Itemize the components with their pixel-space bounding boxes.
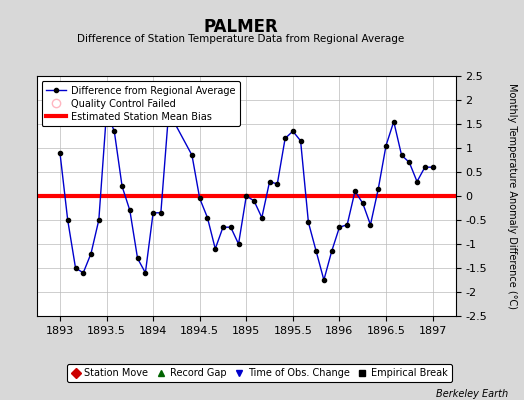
Difference from Regional Average bbox=[422, 165, 428, 170]
Difference from Regional Average bbox=[329, 249, 335, 254]
Difference from Regional Average bbox=[96, 218, 102, 222]
Difference from Regional Average bbox=[313, 249, 319, 254]
Difference from Regional Average bbox=[290, 129, 296, 134]
Difference from Regional Average bbox=[135, 256, 141, 261]
Difference from Regional Average bbox=[57, 150, 63, 155]
Difference from Regional Average bbox=[282, 136, 288, 141]
Difference from Regional Average bbox=[321, 278, 327, 282]
Difference from Regional Average bbox=[359, 201, 366, 206]
Difference from Regional Average bbox=[298, 138, 304, 143]
Legend: Station Move, Record Gap, Time of Obs. Change, Empirical Break: Station Move, Record Gap, Time of Obs. C… bbox=[67, 364, 452, 382]
Difference from Regional Average bbox=[119, 184, 125, 189]
Difference from Regional Average bbox=[196, 196, 203, 201]
Difference from Regional Average bbox=[414, 179, 420, 184]
Difference from Regional Average bbox=[111, 129, 117, 134]
Difference from Regional Average bbox=[212, 246, 219, 251]
Difference from Regional Average bbox=[406, 160, 412, 165]
Difference from Regional Average bbox=[266, 179, 272, 184]
Difference from Regional Average bbox=[220, 225, 226, 230]
Difference from Regional Average bbox=[259, 215, 265, 220]
Difference from Regional Average bbox=[383, 143, 389, 148]
Difference from Regional Average bbox=[64, 218, 71, 222]
Line: Difference from Regional Average: Difference from Regional Average bbox=[58, 110, 435, 282]
Difference from Regional Average bbox=[158, 210, 164, 215]
Y-axis label: Monthly Temperature Anomaly Difference (°C): Monthly Temperature Anomaly Difference (… bbox=[507, 83, 517, 309]
Difference from Regional Average bbox=[88, 251, 94, 256]
Difference from Regional Average bbox=[398, 153, 405, 158]
Difference from Regional Average bbox=[127, 208, 133, 213]
Difference from Regional Average bbox=[243, 194, 249, 198]
Difference from Regional Average bbox=[166, 110, 172, 114]
Difference from Regional Average bbox=[336, 225, 343, 230]
Difference from Regional Average bbox=[80, 270, 86, 275]
Difference from Regional Average bbox=[352, 189, 358, 194]
Difference from Regional Average bbox=[375, 186, 381, 191]
Difference from Regional Average bbox=[344, 222, 351, 227]
Difference from Regional Average bbox=[390, 119, 397, 124]
Difference from Regional Average bbox=[305, 220, 312, 225]
Text: PALMER: PALMER bbox=[204, 18, 278, 36]
Difference from Regional Average bbox=[430, 165, 436, 170]
Text: Difference of Station Temperature Data from Regional Average: Difference of Station Temperature Data f… bbox=[78, 34, 405, 44]
Difference from Regional Average bbox=[189, 153, 195, 158]
Difference from Regional Average bbox=[227, 225, 234, 230]
Difference from Regional Average bbox=[150, 210, 156, 215]
Difference from Regional Average bbox=[142, 270, 148, 275]
Difference from Regional Average bbox=[367, 222, 374, 227]
Text: Berkeley Earth: Berkeley Earth bbox=[436, 389, 508, 399]
Difference from Regional Average bbox=[235, 242, 242, 246]
Difference from Regional Average bbox=[204, 215, 211, 220]
Difference from Regional Average bbox=[251, 198, 257, 203]
Legend: Difference from Regional Average, Quality Control Failed, Estimated Station Mean: Difference from Regional Average, Qualit… bbox=[41, 81, 240, 126]
Difference from Regional Average bbox=[274, 182, 280, 186]
Difference from Regional Average bbox=[72, 266, 79, 270]
Difference from Regional Average bbox=[103, 110, 110, 114]
